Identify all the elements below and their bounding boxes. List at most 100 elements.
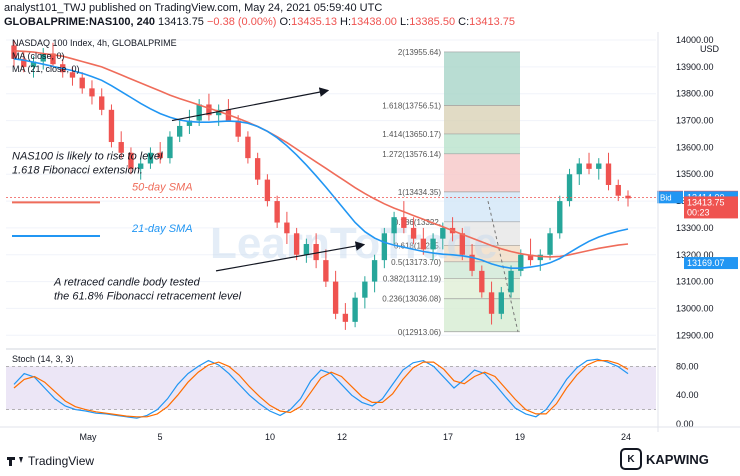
candle-body: [167, 136, 173, 159]
candle-body: [235, 120, 241, 137]
candle-body: [50, 53, 56, 65]
candle-body: [410, 227, 417, 239]
legend-entry: NASDAQ 100 Index, 4h, GLOBALPRIME: [12, 38, 177, 48]
candle-body: [342, 313, 349, 322]
y-tick-label: 13100.00: [676, 277, 714, 287]
candle-body: [89, 88, 95, 97]
x-tick-label: 5: [157, 432, 162, 442]
main-plot-area: [6, 32, 656, 346]
candle-body: [498, 292, 504, 314]
candle-body: [557, 201, 563, 234]
price-badge-label: Bid: [660, 193, 672, 202]
candle-body: [157, 152, 163, 159]
candle-body: [440, 227, 446, 239]
tradingview-icon: [7, 457, 23, 466]
kapwing-text: KAPWING: [646, 451, 709, 467]
price-badge-value: 13169.07: [687, 258, 725, 268]
fib-level-label: 1(13434.35): [398, 188, 441, 197]
candle-body: [420, 238, 427, 250]
arrow-retracement: [215, 241, 366, 272]
candle-body: [586, 163, 592, 169]
price-badge-timer: 00:23: [687, 207, 710, 217]
candle-body: [99, 96, 105, 110]
candle-body: [30, 61, 37, 67]
y-tick-label: 13200.00: [676, 250, 714, 260]
symbol-line: GLOBALPRIME:NAS100, 240 13413.75 −0.38 (…: [4, 16, 515, 28]
price-change: −0.38 (0.00%): [207, 16, 277, 28]
annotation-retracement: A retraced candle body tested: [53, 277, 201, 289]
fib-level-label: 0.618(13235.: [394, 241, 441, 250]
ma-21-line: [13, 58, 629, 270]
candle-body: [196, 104, 202, 121]
watermark-text: LearnToTrade: [210, 219, 498, 268]
candle-body: [245, 136, 251, 159]
candle-body: [313, 244, 319, 261]
candle-body: [352, 297, 358, 322]
price-badge-bg: [684, 257, 738, 270]
candle-body: [323, 260, 329, 282]
stoch-tick-label: 80.00: [676, 361, 699, 371]
y-tick-label: 12900.00: [676, 330, 714, 340]
legend-entry: MA (close, 0): [12, 51, 65, 61]
x-tick-label: May: [79, 432, 97, 442]
y-tick-label: 14000.00: [676, 35, 714, 45]
candle-body: [284, 222, 290, 234]
fib-zone: [444, 105, 520, 134]
high-value: 13438.00: [351, 16, 397, 28]
publisher-line: analyst101_TWJ published on TradingView.…: [4, 2, 382, 14]
fib-zone: [444, 191, 520, 222]
low-value: 13385.50: [409, 16, 456, 28]
candle-body: [459, 233, 465, 255]
open-value: 13435.13: [291, 16, 337, 28]
candle-body: [303, 244, 310, 255]
y-tick-label: 13900.00: [676, 62, 714, 72]
candle-body: [381, 233, 388, 261]
candle-body: [401, 217, 407, 228]
fib-zone: [444, 51, 520, 106]
fib-level-label: 2(13955.64): [398, 48, 441, 57]
candle-body: [69, 72, 76, 78]
fib-level-label: 0.236(13036.08): [382, 295, 441, 304]
price-badge-label-bg: [657, 191, 683, 204]
legend-entry: MA (21, close, 0): [12, 64, 80, 74]
candle-body: [128, 152, 134, 169]
price-badge-value: 13413.75: [687, 197, 725, 207]
tradingview-logo[interactable]: TradingView: [6, 454, 94, 468]
candle-body: [79, 77, 85, 89]
candle-body: [596, 163, 602, 169]
ma-50-line: [13, 50, 629, 258]
candle-body: [147, 152, 154, 164]
close-label: C:: [458, 16, 470, 28]
candle-body: [518, 254, 524, 271]
candle-body: [362, 281, 368, 298]
x-tick-label: 24: [621, 432, 631, 442]
y-tick-label: 13500.00: [676, 169, 714, 179]
candle-body: [508, 270, 514, 293]
stoch-tick-label: 40.00: [676, 390, 699, 400]
candle-body: [108, 109, 115, 143]
kapwing-watermark: K KAPWING: [620, 446, 738, 472]
candle-body: [293, 233, 300, 255]
low-label: L:: [400, 16, 410, 28]
arrow-extension: [171, 87, 330, 122]
candle-body: [527, 254, 534, 261]
fib-level-label: 1.414(13650.17): [382, 130, 441, 139]
close-value: 13413.75: [469, 16, 516, 28]
fib-level-label: 1.618(13756.51): [382, 101, 441, 110]
candle-body: [479, 270, 485, 293]
symbol-name: GLOBALPRIME:NAS100, 240: [4, 16, 155, 28]
publisher-text: analyst101_TWJ published on TradingView.…: [4, 2, 383, 14]
ma-21-label: 21-day SMA: [131, 223, 193, 235]
candle-body: [215, 109, 222, 116]
candle-body: [391, 217, 397, 234]
y-tick-label: 13600.00: [676, 142, 714, 152]
candle-body: [488, 292, 495, 314]
price-badge-bg: [684, 196, 738, 219]
candle-body: [371, 260, 378, 282]
x-tick-label: 10: [265, 432, 275, 442]
y-tick-label: 13800.00: [676, 89, 714, 99]
kapwing-icon: K: [620, 448, 642, 470]
x-tick-label: 19: [515, 432, 525, 442]
annotation-extension: 1.618 Fibonacci extension.: [12, 164, 143, 176]
